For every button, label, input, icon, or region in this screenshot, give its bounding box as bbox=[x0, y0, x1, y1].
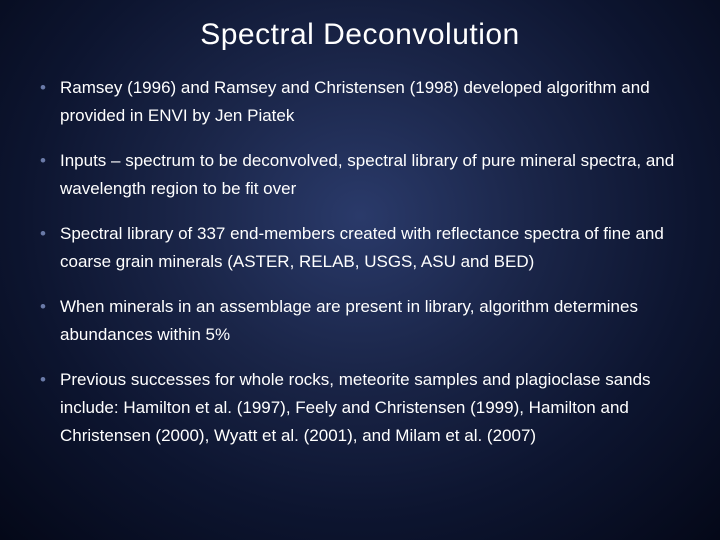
list-item: Spectral library of 337 end-members crea… bbox=[38, 220, 682, 276]
slide-container: Spectral Deconvolution Ramsey (1996) and… bbox=[0, 0, 720, 540]
list-item: Inputs – spectrum to be deconvolved, spe… bbox=[38, 147, 682, 203]
bullet-list: Ramsey (1996) and Ramsey and Christensen… bbox=[38, 74, 682, 451]
slide-title: Spectral Deconvolution bbox=[38, 18, 682, 52]
list-item: When minerals in an assemblage are prese… bbox=[38, 293, 682, 349]
list-item: Previous successes for whole rocks, mete… bbox=[38, 366, 682, 450]
list-item: Ramsey (1996) and Ramsey and Christensen… bbox=[38, 74, 682, 130]
